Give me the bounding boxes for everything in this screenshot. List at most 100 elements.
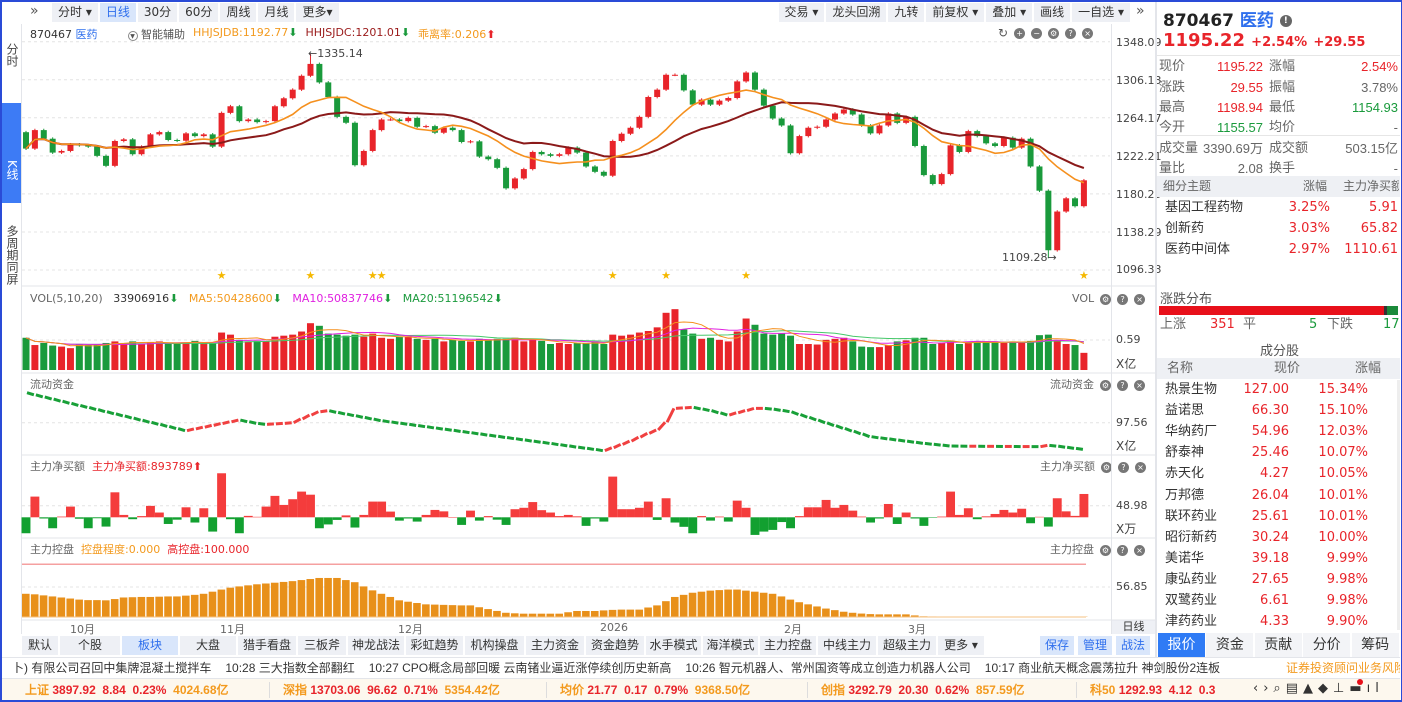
component-row[interactable]: 昭衍新药 30.24 10.00% [1157,527,1400,548]
news-item[interactable]: 10:17 商业航天概念震荡拉升 神剑股份2连板 [984,661,1221,675]
watchlist-button[interactable]: 一自选 ▾ [1072,3,1130,22]
trade-button[interactable]: 交易 ▾ [778,3,825,22]
indicator-tab[interactable]: 默认 [22,636,58,655]
close-icon[interactable]: × [1134,379,1145,391]
tab-30min[interactable]: 30分 [137,3,178,22]
indicator-tab[interactable]: 机构操盘 [465,636,524,655]
toolbar-expand[interactable]: » [30,3,39,19]
component-row[interactable]: 万邦德 26.04 10.01% [1157,485,1400,506]
zoom-out-icon[interactable]: − [1031,28,1043,39]
indicator-tab[interactable]: 大盘 [180,636,236,655]
news-item[interactable]: 10:28 三大指数全部翻红 [225,661,355,675]
smart-assist-toggle[interactable]: ▼ 智能辅助 [127,26,185,42]
draw-line-button[interactable]: 画线 [1034,3,1071,22]
gear-icon[interactable]: ⚙ [1100,293,1112,305]
help-icon[interactable]: ? [1117,379,1128,391]
theme-row[interactable]: 创新药 3.03% 65.82 [1157,218,1400,239]
close-icon[interactable]: × [1134,544,1145,556]
component-row[interactable]: 热景生物 127.00 15.34% [1157,379,1400,400]
gear-icon[interactable]: ⚙ [1100,544,1111,556]
index-item[interactable]: 科50 1292.93 4.12 0.3 [1090,681,1250,698]
indicator-tab[interactable]: 猎手看盘 [238,636,296,655]
leader-review-button[interactable]: 龙头回溯 [826,3,887,22]
adjust-button[interactable]: 前复权 ▾ [926,3,985,22]
index-item[interactable]: 均价 21.77 0.17 0.79% 9368.50亿 [560,681,750,698]
gear-icon[interactable]: ⚙ [1048,28,1060,39]
close-icon[interactable]: × [1082,28,1094,39]
nine-turn-button[interactable]: 九转 [888,3,925,22]
help-icon[interactable]: ? [1117,544,1128,556]
close-icon[interactable]: × [1134,293,1146,305]
risk-notice-link[interactable]: 证券投资顾问业务风险 [1286,658,1400,678]
component-row[interactable]: 双鹭药业 6.61 9.98% [1157,590,1400,611]
right-tab[interactable]: 报价 [1158,633,1205,658]
theme-row[interactable]: 基因工程药物 3.25% 5.91 [1157,197,1400,218]
close-icon[interactable]: × [1135,461,1146,473]
indicator-tab[interactable]: 主力资金 [526,636,584,655]
indicator-tab[interactable]: 板块 [122,636,178,655]
index-item[interactable]: 创指 3292.79 20.30 0.62% 857.59亿 [821,681,1025,698]
indicator-tab[interactable]: 超级主力 [878,636,936,655]
panel-expand-icon[interactable]: » [1136,3,1145,19]
tab-60min[interactable]: 60分 [179,3,219,22]
index-item[interactable]: 深指 13703.06 96.62 0.71% 5354.42亿 [283,681,500,698]
sidebar-item-multi-period[interactable]: 多周期同屏 [5,225,19,285]
indicator-tab[interactable]: 彩虹趋势 [406,636,463,655]
news-item[interactable]: 卜) 有限公司召回中集牌混凝土搅拌车 [12,661,212,675]
save-button[interactable]: 保存 [1040,636,1074,655]
help-icon[interactable]: ? [1118,461,1129,473]
component-row[interactable]: 联环药业 25.61 10.01% [1157,506,1400,527]
manage-button[interactable]: 管理 [1078,636,1112,655]
indicator-tab[interactable]: 主力控盘 [760,636,816,655]
tab-daily[interactable]: 日线 [99,3,136,22]
help-icon[interactable]: ? [1065,28,1077,39]
indicator-tab[interactable]: 资金趋势 [586,636,644,655]
right-tab[interactable]: 资金 [1206,633,1254,658]
right-tab[interactable]: 贡献 [1254,633,1302,658]
components-scrollbar[interactable] [1397,380,1400,630]
info-icon[interactable]: ! [1279,15,1292,27]
component-row[interactable]: 赤天化 4.27 10.05% [1157,463,1400,484]
signal-icon[interactable]: ıl [1366,681,1384,696]
component-row[interactable]: 华纳药厂 54.96 12.03% [1157,421,1400,442]
indicator-tab[interactable]: 水手模式 [646,636,701,655]
tab-more[interactable]: 更多▾ [296,3,339,22]
sidebar-item-kline[interactable]: K线 [2,103,21,203]
right-tab[interactable]: 分价 [1303,633,1351,658]
overlay-button[interactable]: 叠加 ▾ [986,3,1033,22]
chart-icon[interactable]: ⊥ [1332,681,1350,696]
strategy-button[interactable]: 战法 [1116,636,1150,655]
refresh-icon[interactable]: ↻ [998,26,1009,40]
notepad-icon[interactable]: ▤ [1285,681,1303,696]
news-item[interactable]: 10:27 CPO概念局部回暖 云南锗业逼近涨停续创历史新高 [368,661,672,675]
indicator-tab[interactable]: 三板斧 [298,636,346,655]
right-tab[interactable]: 筹码 [1351,633,1399,658]
component-row[interactable]: 美诺华 39.18 9.99% [1157,548,1400,569]
tab-fenshi[interactable]: 分时 ▾ [52,3,98,22]
theme-row[interactable]: 医药中间体 2.97% 1110.61 [1157,239,1400,260]
component-row[interactable]: 舒泰神 25.46 10.07% [1157,442,1400,463]
chart-name[interactable]: 医药 [75,28,98,41]
indicator-tab[interactable]: 神龙战法 [348,636,404,655]
indicator-tab[interactable]: 个股 [60,636,120,655]
indicator-tab[interactable]: 中线主力 [818,636,876,655]
gear-icon[interactable]: ⚙ [1100,379,1111,391]
help-icon[interactable]: ? [1117,293,1129,305]
component-row[interactable]: 津药药业 4.33 9.90% [1157,611,1400,632]
gear-icon[interactable]: ⚙ [1101,461,1112,473]
tab-monthly[interactable]: 月线 [258,3,295,22]
message-icon[interactable]: ▬ [1349,679,1367,696]
component-row[interactable]: 益诺思 66.30 15.10% [1157,400,1400,421]
chevron-right-icon[interactable]: › [1263,681,1274,696]
tab-weekly[interactable]: 周线 [220,3,257,22]
sidebar-item-fenshi[interactable]: 分时 [5,43,19,67]
search-icon[interactable]: ⌕ [1273,681,1286,696]
zoom-in-icon[interactable]: + [1014,28,1026,39]
location-icon[interactable]: ◆ [1317,681,1333,696]
component-row[interactable]: 康弘药业 27.65 9.98% [1157,569,1400,590]
indicator-tab[interactable]: 更多 ▾ [938,636,984,655]
index-item[interactable]: 上证 3897.92 8.84 0.23% 4024.68亿 [25,681,229,698]
indicator-tab[interactable]: 海洋模式 [703,636,758,655]
bell-icon[interactable]: ▲ [1302,681,1318,696]
